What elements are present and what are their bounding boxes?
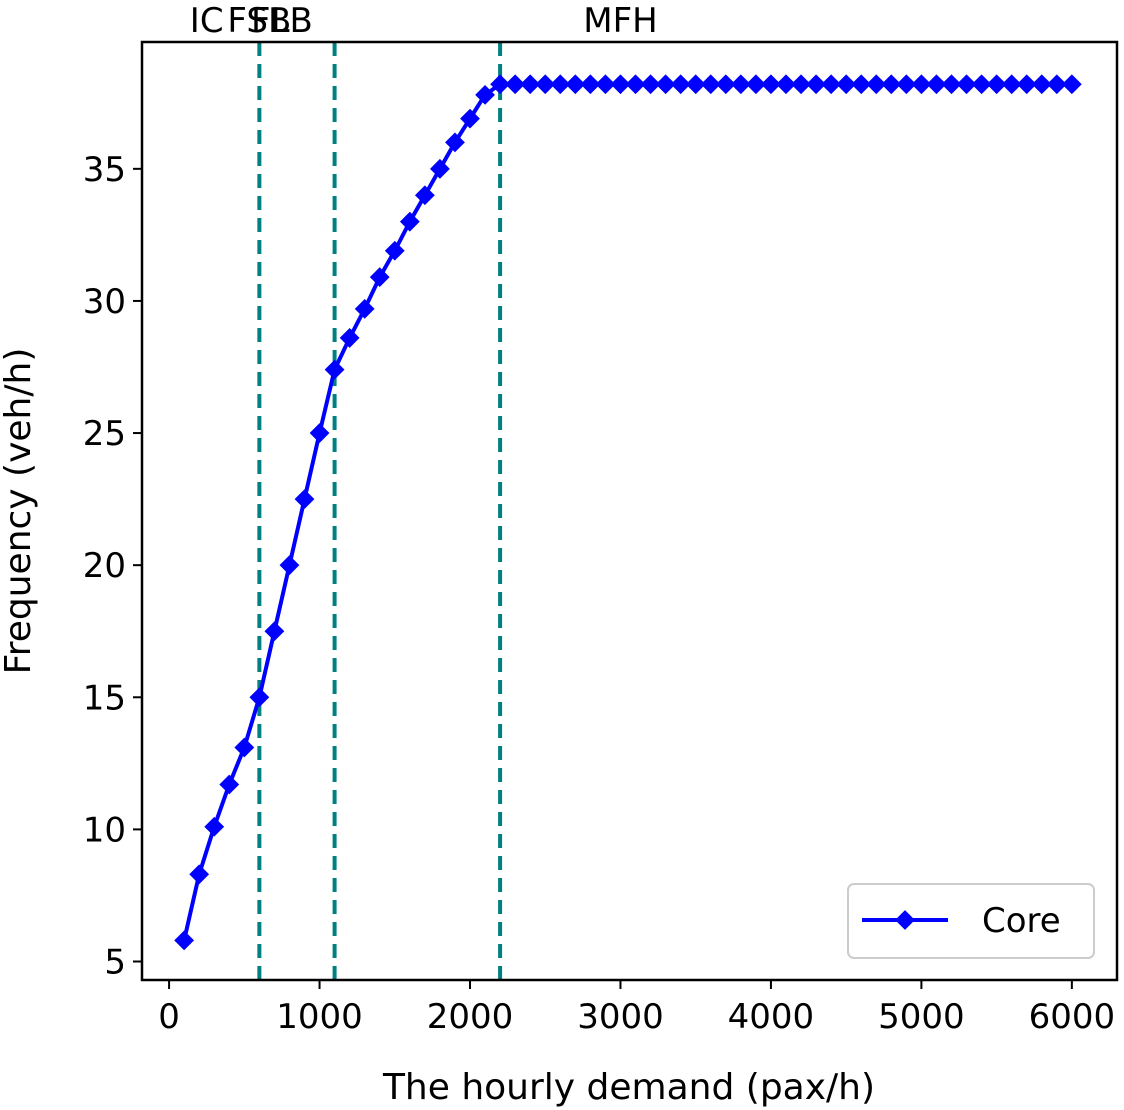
y-tick-label: 20 bbox=[83, 546, 126, 586]
x-axis: 0 1000 2000 3000 4000 5000 6000 bbox=[158, 980, 1115, 1037]
data-point bbox=[279, 555, 300, 576]
data-point bbox=[339, 328, 360, 348]
data-point bbox=[234, 737, 255, 758]
x-tick-label: 5000 bbox=[878, 997, 965, 1037]
y-axis: 5 10 15 20 25 30 35 bbox=[83, 150, 142, 983]
y-tick-label: 10 bbox=[83, 810, 126, 850]
data-point bbox=[249, 687, 270, 708]
data-point bbox=[294, 489, 315, 510]
y-tick-label: 15 bbox=[83, 678, 126, 718]
x-tick-label: 2000 bbox=[427, 997, 514, 1037]
x-tick-label: 6000 bbox=[1029, 997, 1116, 1037]
x-tick-label: 0 bbox=[158, 997, 180, 1037]
data-point bbox=[490, 74, 511, 95]
y-tick-label: 35 bbox=[83, 150, 126, 190]
region-boundaries bbox=[257, 42, 503, 980]
y-tick-label: 5 bbox=[104, 943, 126, 983]
y-axis-title: Frequency (veh/h) bbox=[0, 348, 39, 675]
legend: Core bbox=[847, 883, 1095, 959]
x-tick-label: 3000 bbox=[577, 997, 664, 1037]
data-point bbox=[460, 108, 480, 129]
region-label-ic: IC bbox=[190, 1, 224, 41]
data-point bbox=[414, 185, 435, 206]
data-point bbox=[189, 864, 210, 885]
data-point bbox=[445, 132, 465, 153]
data-point bbox=[324, 359, 345, 380]
x-tick-label: 4000 bbox=[728, 997, 815, 1037]
data-point bbox=[1061, 74, 1082, 95]
region-label-fsb: FSB bbox=[227, 1, 291, 41]
data-point bbox=[384, 240, 405, 261]
series-markers-core bbox=[174, 74, 1082, 951]
y-tick-label: 25 bbox=[83, 414, 126, 454]
series-line-core bbox=[182, 82, 1072, 941]
y-tick-label: 30 bbox=[83, 282, 126, 322]
region-label-mfh: MFH bbox=[583, 1, 657, 41]
data-point bbox=[1031, 74, 1052, 95]
plot-frame bbox=[140, 40, 1119, 982]
data-point bbox=[354, 298, 375, 319]
data-point bbox=[264, 621, 285, 642]
data-point bbox=[174, 930, 195, 951]
x-tick-label: 1000 bbox=[276, 997, 363, 1037]
legend-marker-core bbox=[895, 910, 915, 930]
legend-label-core: Core bbox=[982, 901, 1061, 941]
data-point bbox=[399, 211, 420, 232]
data-point bbox=[309, 423, 330, 443]
data-point bbox=[204, 816, 225, 837]
data-point bbox=[430, 158, 450, 179]
region-label-flb: FLB bbox=[251, 1, 313, 41]
data-point bbox=[219, 774, 240, 795]
data-point bbox=[1046, 74, 1067, 95]
data-point bbox=[475, 84, 495, 105]
x-axis-title: The hourly demand (pax/h) bbox=[382, 1067, 875, 1108]
data-point bbox=[369, 267, 390, 288]
legend-box bbox=[847, 883, 1095, 959]
